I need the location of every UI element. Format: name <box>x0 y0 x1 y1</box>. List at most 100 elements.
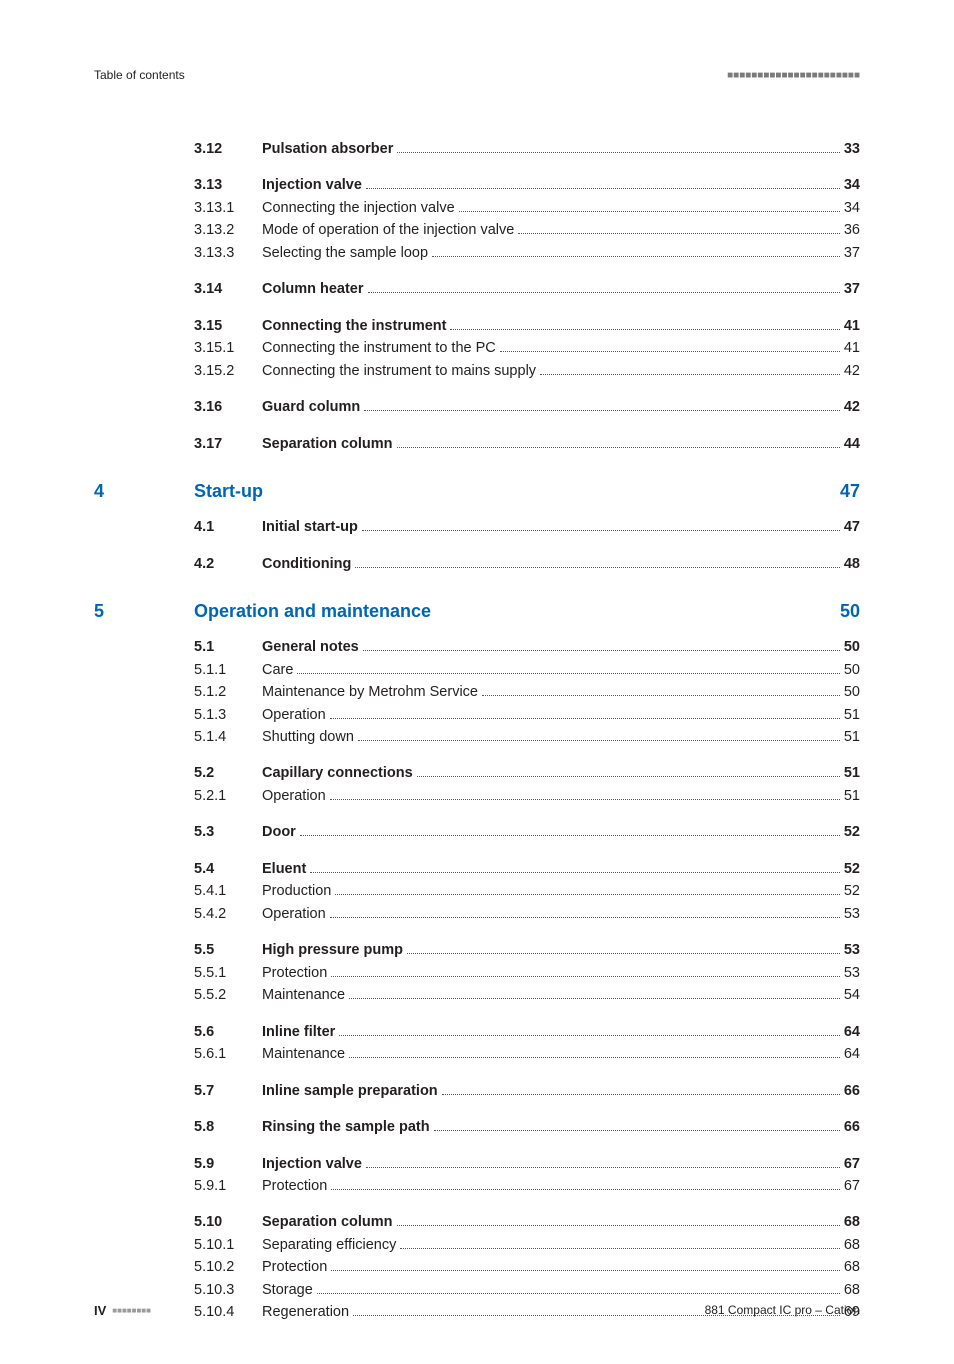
toc-entry-page: 50 <box>844 636 860 658</box>
toc-entry-number: 5.5 <box>194 939 262 961</box>
toc-entry-text-col: High pressure pump 53 <box>262 939 860 961</box>
toc-row: 3.12Pulsation absorber33 <box>194 138 860 160</box>
toc-entry-number: 5.1.4 <box>194 726 262 748</box>
toc-entry-text-col: Protection67 <box>262 1175 860 1197</box>
toc-entry-number: 5.9 <box>194 1153 262 1175</box>
toc-entry-page: 53 <box>844 939 860 961</box>
toc-entry-text-col: Door52 <box>262 821 860 843</box>
toc-entry-text-col: Selecting the sample loop37 <box>262 242 860 264</box>
toc-entry-label: Protection <box>262 1175 327 1197</box>
toc-entry-page: 41 <box>844 315 860 337</box>
toc-row: 5.4Eluent52 <box>194 858 860 880</box>
toc-entry-text-col: Capillary connections51 <box>262 762 860 784</box>
toc-leader-dots <box>397 152 840 153</box>
toc-entry-text-col: Injection valve34 <box>262 174 860 196</box>
toc-leader-dots <box>417 776 840 777</box>
toc-entry-page: 34 <box>844 197 860 219</box>
toc-entry-label: Capillary connections <box>262 762 413 784</box>
toc-row: 5.1General notes50 <box>194 636 860 658</box>
toc-row: 5.10.1Separating efficiency68 <box>194 1234 860 1256</box>
toc-entry-number: 5.5.2 <box>194 984 262 1006</box>
toc-row: 5.2Capillary connections51 <box>194 762 860 784</box>
toc-row: 5.5.2Maintenance54 <box>194 984 860 1006</box>
toc-entry-text-col: Column heater37 <box>262 278 860 300</box>
footer-decorative-bars: ■■■■■■■■ <box>112 1306 151 1315</box>
toc-row: 5.3Door52 <box>194 821 860 843</box>
header-decorative-bars: ■■■■■■■■■■■■■■■■■■■■■■ <box>727 70 860 81</box>
toc-entry-number: 4.2 <box>194 553 262 575</box>
toc-entry-label: Maintenance <box>262 1043 345 1065</box>
toc-leader-dots <box>362 530 840 531</box>
toc-entry-label: Storage <box>262 1279 313 1301</box>
toc-row: 5.6Inline filter64 <box>194 1021 860 1043</box>
toc-row: 3.15.2Connecting the instrument to mains… <box>194 360 860 382</box>
spacer <box>194 301 860 315</box>
toc-entry-number: 5.3 <box>194 821 262 843</box>
toc-entry-page: 44 <box>844 433 860 455</box>
toc-entry-number: 3.15 <box>194 315 262 337</box>
toc-chapter-page: 47 <box>840 481 860 502</box>
toc-entry-number: 5.10.3 <box>194 1279 262 1301</box>
spacer <box>194 622 860 636</box>
spacer <box>194 539 860 553</box>
toc-entry-number: 3.13.2 <box>194 219 262 241</box>
toc-entry-page: 68 <box>844 1234 860 1256</box>
toc-row: 5.5.1Protection53 <box>194 962 860 984</box>
toc-entry-label: Column heater <box>262 278 364 300</box>
toc-row: 3.15Connecting the instrument41 <box>194 315 860 337</box>
header-left-title: Table of contents <box>94 68 185 82</box>
spacer <box>194 502 860 516</box>
toc-entry-page: 67 <box>844 1153 860 1175</box>
toc-entry-number: 3.13 <box>194 174 262 196</box>
toc-entry-page: 52 <box>844 858 860 880</box>
toc-entry-page: 48 <box>844 553 860 575</box>
toc-row: 5.1.1Care50 <box>194 659 860 681</box>
toc-entry-label: Eluent <box>262 858 306 880</box>
toc-leader-dots <box>330 718 840 719</box>
toc-entry-number: 5.6.1 <box>194 1043 262 1065</box>
toc-leader-dots <box>397 1225 840 1226</box>
toc-entry-number: 5.9.1 <box>194 1175 262 1197</box>
toc-row: 3.13.3Selecting the sample loop37 <box>194 242 860 264</box>
toc-entry-page: 68 <box>844 1211 860 1233</box>
toc-entry-label: Selecting the sample loop <box>262 242 428 264</box>
toc-chapter-page: 50 <box>840 601 860 622</box>
toc-entry-text-col: Protection53 <box>262 962 860 984</box>
toc-entry-number: 5.6 <box>194 1021 262 1043</box>
toc-entry-text-col: Protection68 <box>262 1256 860 1278</box>
toc-entry-label: Inline filter <box>262 1021 335 1043</box>
page-header: Table of contents ■■■■■■■■■■■■■■■■■■■■■■ <box>94 68 860 82</box>
spacer <box>194 807 860 821</box>
toc-body: 3.12Pulsation absorber33 3.13Injection va… <box>194 138 860 1324</box>
toc-leader-dots <box>358 740 840 741</box>
toc-leader-dots <box>330 917 840 918</box>
toc-chapter-row: 4Start-up47 <box>94 481 860 502</box>
toc-leader-dots <box>400 1248 840 1249</box>
toc-entry-text-col: Connecting the instrument to mains suppl… <box>262 360 860 382</box>
toc-entry-number: 5.5.1 <box>194 962 262 984</box>
toc-entry-label: Mode of operation of the injection valve <box>262 219 514 241</box>
toc-leader-dots <box>500 351 840 352</box>
toc-entry-label: Initial start-up <box>262 516 358 538</box>
toc-entry-page: 50 <box>844 659 860 681</box>
toc-leader-dots <box>330 799 840 800</box>
toc-entry-label: Door <box>262 821 296 843</box>
toc-row: 5.4.1Production52 <box>194 880 860 902</box>
toc-entry-text-col: Eluent 52 <box>262 858 860 880</box>
toc-entry-number: 3.15.1 <box>194 337 262 359</box>
toc-entry-label: General notes <box>262 636 359 658</box>
toc-chapter-number: 4 <box>94 481 126 502</box>
spacer <box>194 1102 860 1116</box>
toc-leader-dots <box>482 695 840 696</box>
toc-leader-dots <box>331 1270 840 1271</box>
toc-row: 5.8Rinsing the sample path66 <box>194 1116 860 1138</box>
toc-entry-number: 5.2.1 <box>194 785 262 807</box>
toc-entry-label: Protection <box>262 1256 327 1278</box>
toc-row: 5.10.2Protection68 <box>194 1256 860 1278</box>
spacer <box>194 925 860 939</box>
toc-row: 3.16Guard column42 <box>194 396 860 418</box>
toc-entry-label: Connecting the instrument to mains suppl… <box>262 360 536 382</box>
page-footer: IV ■■■■■■■■ 881 Compact IC pro – Cation <box>94 1303 860 1318</box>
toc-entry-label: High pressure pump <box>262 939 403 961</box>
toc-entry-text-col: Guard column42 <box>262 396 860 418</box>
